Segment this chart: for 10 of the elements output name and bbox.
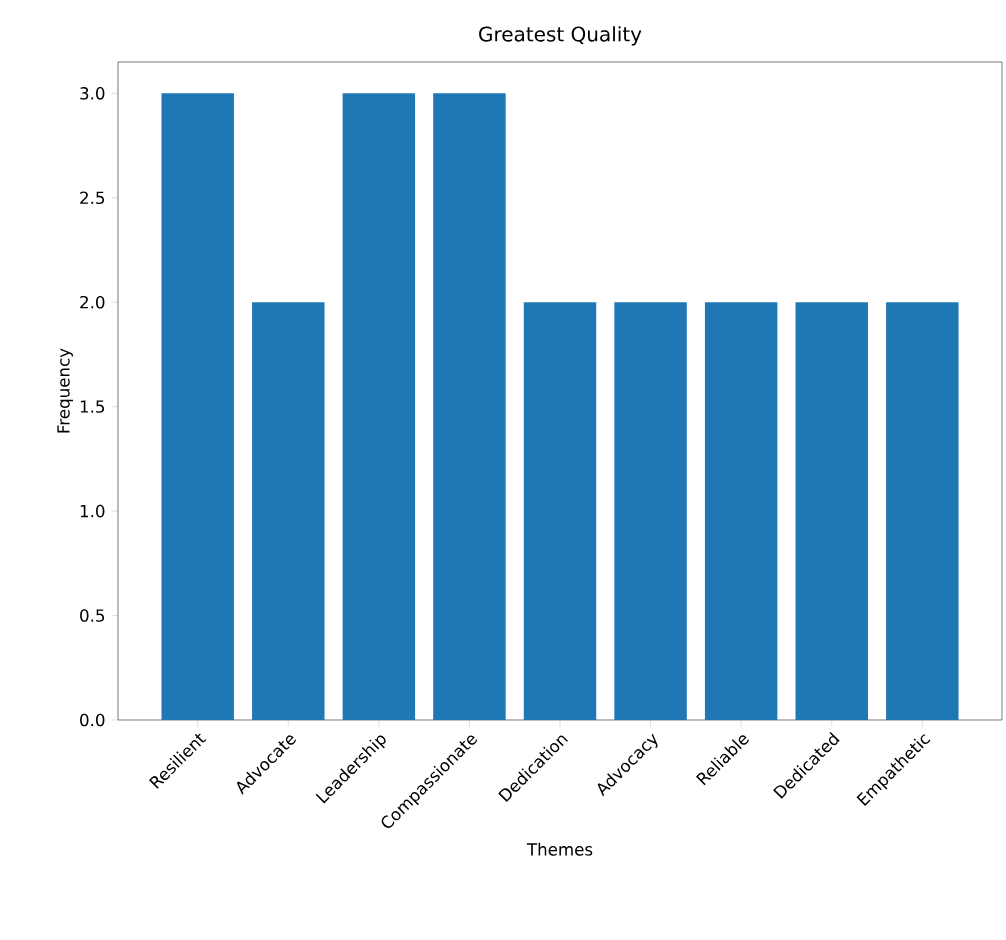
y-axis-title: Frequency [57,348,73,433]
y-tick-label: 0.0 [80,713,105,727]
y-tick-label: 2.5 [80,191,105,205]
y-tick-label: 1.0 [80,504,105,518]
chart-title: Greatest Quality [479,26,642,46]
y-tick-label: 3.0 [80,87,105,100]
y-tick-label: 0.5 [80,609,105,622]
y-tick-label: 2.0 [80,295,105,309]
x-axis-title: Themes [526,842,593,856]
y-tick-label: 1.5 [80,400,105,413]
